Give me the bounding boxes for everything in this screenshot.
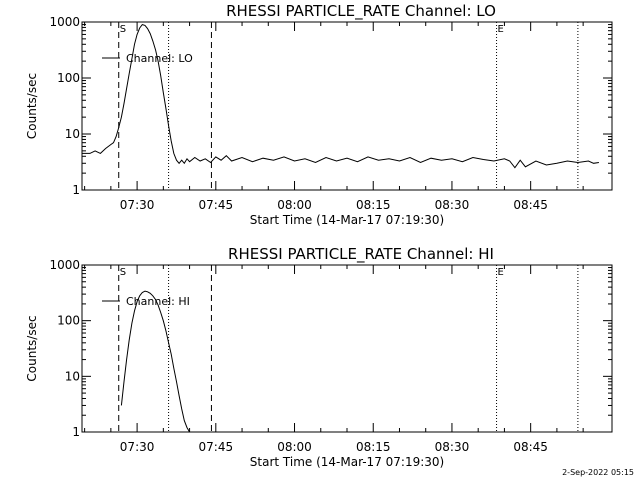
x-tick-label: 07:45 <box>199 198 234 212</box>
interval-marker: S <box>120 24 126 35</box>
x-tick-label: 08:15 <box>356 440 391 454</box>
legend-label: Channel: LO <box>126 52 193 65</box>
chart-title: RHESSI PARTICLE_RATE Channel: LO <box>226 2 496 21</box>
x-tick-label: 07:30 <box>120 440 155 454</box>
interval-marker: S <box>120 267 126 278</box>
interval-marker: E <box>498 267 504 278</box>
x-tick-label: 07:45 <box>199 440 234 454</box>
footer-date: 2-Sep-2022 05:15 <box>562 468 634 477</box>
x-tick-label: 08:30 <box>435 198 470 212</box>
series-line <box>120 290 191 432</box>
y-axis-label: Counts/sec <box>25 315 39 381</box>
interval-marker: E <box>498 24 504 35</box>
x-tick-label: 08:45 <box>513 440 548 454</box>
series-line <box>82 24 599 169</box>
x-axis-label: Start Time (14-Mar-17 07:19:30) <box>250 213 444 227</box>
plot-frame <box>81 264 613 433</box>
panel-lo: RHESSI PARTICLE_RATE Channel: LO 1 10 100 10… <box>25 2 613 227</box>
legend-label: Channel: HI <box>126 295 190 308</box>
chart-title: RHESSI PARTICLE_RATE Channel: HI <box>228 245 494 264</box>
plot-frame <box>81 21 613 191</box>
x-tick-label: 08:00 <box>277 198 312 212</box>
panel-hi: RHESSI PARTICLE_RATE Channel: HI 1 10 100 10… <box>25 245 613 469</box>
y-tick-label: 1 <box>72 425 80 439</box>
x-tick-label: 08:15 <box>356 198 391 212</box>
y-tick-label: 1 <box>72 183 80 197</box>
x-tick-label: 08:45 <box>513 198 548 212</box>
y-tick-label: 100 <box>57 71 80 85</box>
y-tick-label: 1000 <box>49 258 80 272</box>
y-tick-label: 10 <box>65 369 80 383</box>
x-tick-label: 08:00 <box>277 440 312 454</box>
y-tick-label: 1000 <box>49 15 80 29</box>
x-tick-label: 07:30 <box>120 198 155 212</box>
y-tick-label: 10 <box>65 127 80 141</box>
x-tick-label: 08:30 <box>435 440 470 454</box>
x-axis-label: Start Time (14-Mar-17 07:19:30) <box>250 455 444 469</box>
y-tick-label: 100 <box>57 314 80 328</box>
y-axis-label: Counts/sec <box>25 73 39 139</box>
